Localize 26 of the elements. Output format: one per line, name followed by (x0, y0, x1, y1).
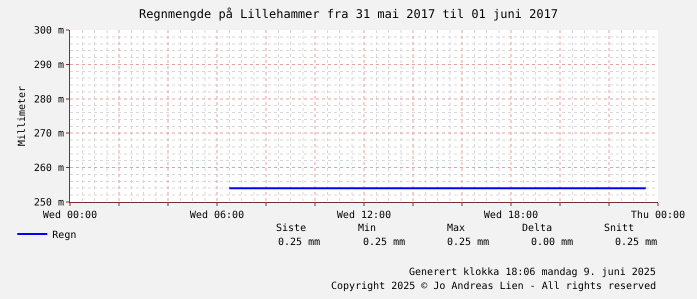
chart-title: Regnmengde på Lillehammer fra 31 mai 2017 til 01 juni 2017 (138, 7, 558, 22)
y-tick-label: 280 m (34, 94, 64, 106)
text: Generert klokka 18:06 mandag 9. juni 2025 (409, 267, 656, 278)
text: Siste (276, 223, 306, 234)
x-tick-label: Wed 00:00 (42, 210, 98, 221)
y-axis-title: Millimeter (16, 86, 28, 146)
text: 0.25 mm (447, 237, 490, 248)
y-tick-label: 300 m (34, 26, 64, 36)
x-tick-label: Wed 12:00 (336, 210, 392, 221)
text: 0.25 mm (363, 237, 406, 248)
text: 0.25 mm (615, 237, 658, 248)
text: Copyright 2025 © Jo Andreas Lien - All rights reserved (331, 281, 656, 292)
text: 0.00 mm (531, 237, 574, 248)
text: 0.25 mm (278, 237, 320, 248)
text: Max (447, 223, 466, 234)
x-tick-label: Thu 00:00 (630, 210, 686, 221)
x-tick-label: Wed 18:00 (484, 210, 538, 221)
text: Min (358, 223, 376, 234)
y-tick-label: 270 m (34, 128, 64, 140)
y-tick-label: 250 m (34, 198, 64, 208)
x-tick-label: Wed 06:00 (190, 210, 244, 221)
y-tick-label: 290 m (34, 60, 64, 71)
text: Snitt (604, 223, 634, 234)
y-tick-label: 260 m (34, 163, 64, 174)
text: Delta (522, 223, 552, 234)
legend-label: Regn (52, 230, 76, 241)
